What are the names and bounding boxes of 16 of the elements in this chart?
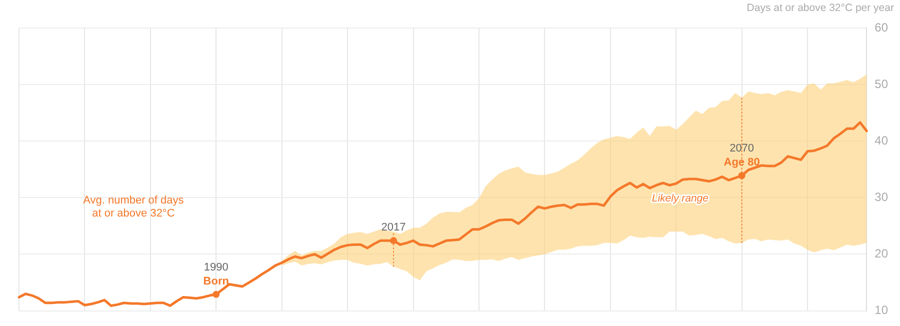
annotation: Likely range [652,192,709,205]
annotation: 2017 [381,222,406,234]
annotation: 2070 [730,142,754,155]
annotation: 1990 [204,261,228,274]
y-tick-label: 10 [874,303,888,318]
y-tick-label: 40 [874,133,888,148]
point [390,237,398,244]
y-tick-label: 30 [874,190,888,204]
annotation: Born [203,275,230,288]
text: Avg. number of days at or above 32°C [83,194,184,220]
point [212,290,220,298]
y-tick-label: 20 [874,246,888,261]
annotation: Age 80 [724,156,760,169]
y-axis-title: Days at or above 32°C per year [746,2,894,14]
y-tick-label: 60 [874,20,888,34]
y-tick-label: 50 [874,76,888,91]
